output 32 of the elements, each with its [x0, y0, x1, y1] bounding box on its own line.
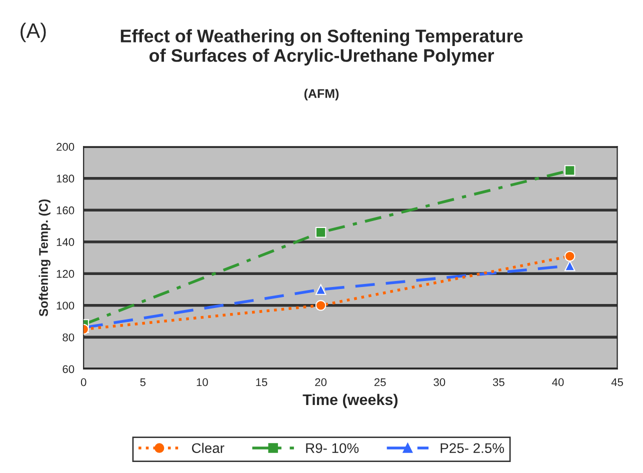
y-tick-label: 80	[62, 333, 74, 342]
x-tick-label: 35	[492, 378, 504, 386]
x-tick-label: 25	[374, 378, 386, 386]
y-tick-label: 140	[56, 238, 74, 246]
y-axis-title: Softening Temp. (C)	[38, 199, 50, 316]
point	[315, 284, 326, 295]
chart-subtitle: (AFM)	[304, 88, 339, 100]
point	[315, 226, 326, 238]
legend-label: R9- 10%	[306, 443, 359, 454]
point	[564, 260, 576, 272]
x-tick-label: 40	[552, 378, 564, 386]
point	[564, 165, 576, 176]
chart-title: Effect of Weathering on Softening Temperature of Surfaces of Acrylic-Urethane Polymer	[120, 29, 523, 66]
point	[315, 300, 326, 311]
y-tick-label: 200	[56, 142, 74, 151]
point	[564, 250, 576, 262]
x-tick-label: 10	[196, 378, 208, 386]
legend-label: Clear	[192, 442, 224, 454]
x-tick-label: 0	[80, 378, 86, 386]
text: (A)	[20, 22, 46, 42]
y-tick-label: 160	[56, 206, 74, 214]
x-tick-label: 5	[140, 378, 146, 386]
y-tick-label: 120	[56, 270, 74, 278]
x-tick-label: 30	[434, 378, 446, 386]
y-tick-label: 180	[56, 174, 74, 183]
x-tick-label: 20	[315, 378, 327, 386]
x-tick-label: 15	[256, 378, 268, 386]
legend-label: P25- 2.5%	[440, 443, 504, 454]
y-tick-label: 60	[62, 365, 74, 374]
y-tick-label: 100	[56, 302, 74, 310]
x-tick-label: 45	[611, 378, 623, 386]
x-axis-title: Time (weeks)	[302, 394, 398, 408]
